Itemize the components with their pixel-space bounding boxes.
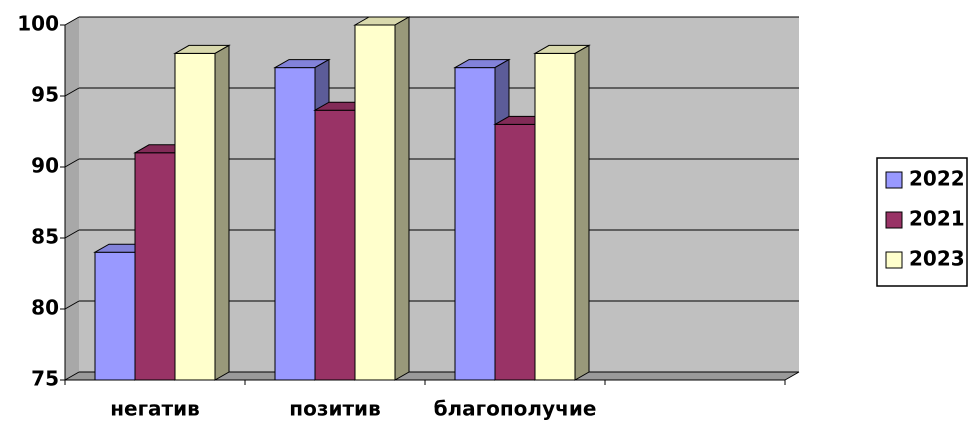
x-tick-label: позитив — [289, 397, 380, 421]
legend-label: 2023 — [909, 247, 965, 271]
bar-front — [94, 251, 136, 381]
y-tick-label: 90 — [31, 154, 59, 178]
side-wall — [65, 17, 79, 380]
bar — [533, 44, 591, 381]
legend-swatch — [885, 171, 903, 189]
bar-front — [454, 67, 496, 381]
y-tick-label: 75 — [31, 367, 59, 391]
grid-line-side — [64, 158, 80, 168]
bar-front — [354, 24, 396, 381]
y-tick-label: 100 — [17, 12, 59, 36]
grid-line-side — [64, 229, 80, 239]
bar-front — [494, 123, 536, 381]
legend-label: 2022 — [909, 167, 965, 191]
bar-side — [214, 44, 230, 381]
grid-line-side — [64, 87, 80, 97]
bar-front — [174, 52, 216, 381]
bar-front — [134, 152, 176, 381]
x-tick-label: благополучие — [434, 397, 597, 421]
legend-swatch — [885, 211, 903, 229]
y-tick-label: 95 — [31, 83, 59, 107]
grid-line-side — [64, 300, 80, 310]
bar — [353, 16, 411, 381]
bar-front — [534, 52, 576, 381]
legend-label: 2021 — [909, 207, 965, 231]
legend-swatch — [885, 251, 903, 269]
floor — [65, 372, 799, 380]
y-tick-label: 85 — [31, 225, 59, 249]
grid-line-side — [64, 371, 80, 381]
bar-front — [274, 67, 316, 381]
y-tick-label: 80 — [31, 296, 59, 320]
x-axis-depth — [784, 371, 800, 381]
bar-side — [574, 44, 590, 381]
bar — [173, 44, 231, 381]
x-tick-label: негатив — [110, 397, 200, 421]
grid-line-side — [64, 16, 80, 26]
bar-front — [314, 109, 356, 381]
grid-line — [64, 16, 799, 26]
bar-side — [394, 16, 410, 381]
